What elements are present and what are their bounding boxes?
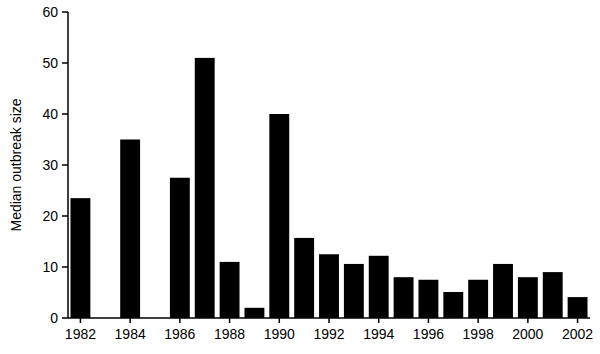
x-tick-label: 1996 — [413, 326, 444, 342]
y-tick-label: 10 — [42, 259, 58, 275]
bar — [443, 292, 463, 318]
y-tick-label: 60 — [42, 4, 58, 20]
bar — [195, 58, 215, 318]
x-tick-label: 1990 — [264, 326, 295, 342]
x-tick — [428, 318, 430, 323]
bar — [220, 262, 240, 318]
bar — [568, 297, 588, 318]
bar — [344, 264, 364, 318]
x-tick — [129, 318, 131, 323]
bar — [468, 280, 488, 318]
x-tick-label: 1992 — [313, 326, 344, 342]
x-tick-label: 1998 — [463, 326, 494, 342]
bar — [269, 114, 289, 318]
x-tick — [179, 318, 181, 323]
x-tick — [80, 318, 82, 323]
y-tick-label: 50 — [42, 55, 58, 71]
y-tick — [62, 11, 68, 13]
bar — [418, 280, 438, 318]
x-tick-label: 1982 — [65, 326, 96, 342]
y-tick — [62, 164, 68, 166]
y-tick — [62, 266, 68, 268]
bar — [244, 308, 264, 318]
x-tick — [477, 318, 479, 323]
x-tick-label: 1988 — [214, 326, 245, 342]
bars — [70, 58, 587, 318]
x-tick-label: 1994 — [363, 326, 394, 342]
y-tick-label: 30 — [42, 157, 58, 173]
y-tick — [62, 215, 68, 217]
x-tick — [229, 318, 231, 323]
x-tick-label: 1986 — [164, 326, 195, 342]
bar — [70, 198, 90, 318]
y-tick — [62, 62, 68, 64]
y-tick — [62, 317, 68, 319]
x-tick — [577, 318, 579, 323]
x-tick — [527, 318, 529, 323]
y-tick-label: 40 — [42, 106, 58, 122]
bar — [493, 264, 513, 318]
bar — [319, 254, 339, 318]
y-tick-label: 0 — [50, 310, 58, 326]
bar — [170, 178, 190, 318]
y-axis-label: Median outbreak size — [8, 98, 24, 231]
x-tick — [328, 318, 330, 323]
x-tick-label: 2000 — [512, 326, 543, 342]
chart-container: 0 10 20 30 40 50 60 1982 1984 1986 1988 1990 1992 199… — [0, 0, 600, 354]
chart: 0 10 20 30 40 50 60 1982 1984 1986 1988 1990 1992 199… — [0, 0, 600, 354]
bar — [394, 277, 414, 318]
x-tick-label: 1984 — [115, 326, 146, 342]
x-tick — [378, 318, 380, 323]
x-tick-label: 2002 — [562, 326, 593, 342]
bar — [369, 256, 389, 318]
bar — [294, 238, 314, 318]
x-tick — [279, 318, 281, 323]
bar — [543, 272, 563, 318]
bar — [518, 277, 538, 318]
y-tick — [62, 113, 68, 115]
bar — [120, 140, 140, 319]
y-tick-label: 20 — [42, 208, 58, 224]
